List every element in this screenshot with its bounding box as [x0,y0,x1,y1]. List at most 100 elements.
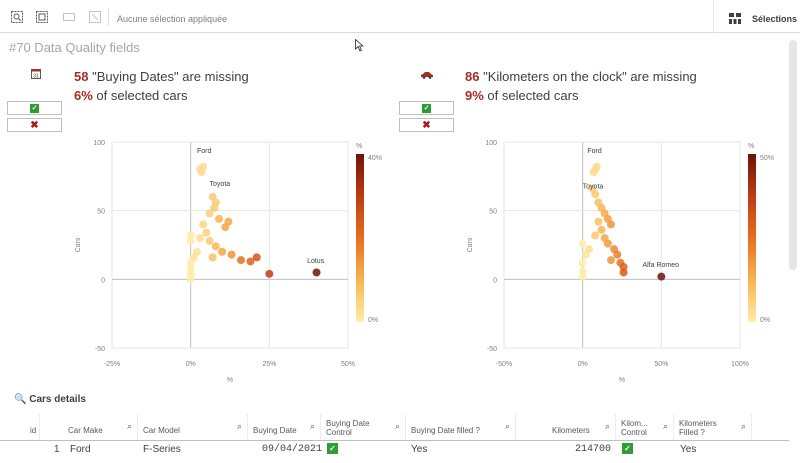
selection-tool-icon[interactable] [33,8,51,26]
color-legend-max: 40% [368,155,382,162]
search-icon[interactable]: ⌕ [504,421,510,431]
x-tick-label: 50% [654,361,668,368]
selections-button[interactable]: Sélections [713,0,800,33]
point-annotation: Toyota [583,184,604,191]
check-icon: ✓ [327,443,338,454]
clear-selections-icon[interactable] [86,8,104,26]
missing-count: 86 [465,69,480,84]
color-legend-min: 0% [368,317,378,324]
data-point [312,268,321,277]
data-point [594,217,603,226]
column-header-car-make[interactable]: Car Make ⌕ [40,414,138,440]
column-header-km-control[interactable]: Kilom... Control ⌕ [616,414,674,440]
missing-filter-button[interactable]: ✖ [7,118,62,132]
cell-buying-date-control[interactable]: ✓ [327,443,338,454]
search-icon[interactable]: ⌕ [394,421,400,431]
search-icon[interactable]: ⌕ [236,421,242,431]
y-tick-label: 50 [489,209,497,216]
data-point [578,258,587,267]
data-point [613,250,622,259]
check-icon: ✓ [30,103,39,113]
cell-buying-date[interactable]: 09/04/2021 [262,444,323,455]
y-tick-label: -50 [95,346,105,353]
column-header-kilometers[interactable]: Kilometers ⌕ [516,414,616,440]
column-label: Kilometers Filled ? [679,419,717,437]
data-point [186,275,195,284]
cell-car-model[interactable]: F-Series [143,444,181,455]
missing-pct-label: of selected cars [483,88,579,103]
cell-km-control[interactable]: ✓ [622,443,633,454]
cell-id[interactable]: 1 [54,444,60,455]
kpi-kilometers: 86 "Kilometers on the clock" are missing… [465,67,697,105]
y-axis-label: Cars [75,237,82,252]
data-point [196,234,205,243]
cell-kilometers[interactable]: 214700 [575,444,612,455]
x-tick-label: 50% [341,361,355,368]
search-icon[interactable]: ⌕ [662,421,668,431]
color-legend-max: 50% [760,155,774,162]
smart-search-icon[interactable] [8,8,26,26]
cars-details-label: Cars details [29,394,86,405]
missing-filter-button[interactable]: ✖ [399,118,454,132]
x-axis-label: % [227,377,233,384]
plot-frame [111,141,349,349]
search-icon[interactable]: ⌕ [126,421,132,431]
data-point [214,214,223,223]
data-point [578,267,587,276]
data-point [578,272,587,281]
color-legend-bar [748,154,756,322]
kilometers-scatter-chart[interactable]: -50% 0% 50% 100% 100 50 0 -50% Cars Ford Toyota Alf… [452,130,788,390]
column-label: Kilom... Control [621,419,648,437]
point-annotation: Lotus [307,258,325,265]
kpi-buying-dates: 58 "Buying Dates" are missing 6% of sele… [74,67,249,105]
x-tick-label: -50% [496,361,512,368]
buying-dates-scatter-chart[interactable]: -25% 0% 25% 50% 100 50 0 -50% Cars Ford Toyota Lotu… [60,130,400,390]
x-tick-label: -25% [104,361,120,368]
data-point [208,253,217,262]
point-annotation: Toyota [210,181,231,188]
y-tick-label: 0 [493,277,497,284]
data-point [186,236,195,245]
search-icon[interactable]: ⌕ [604,421,610,431]
column-header-buying-date-control[interactable]: Buying Date Control ⌕ [321,414,406,440]
color-legend-bar [356,154,364,322]
sheet-title: #70 Data Quality fields [9,40,140,55]
search-icon[interactable]: ⌕ [309,421,315,431]
filled-filter-button[interactable]: ✓ [399,101,454,115]
data-point [205,236,214,245]
column-header-km-filled[interactable]: Kilometers Filled ? ⌕ [674,414,752,440]
y-tick-label: 50 [97,209,105,216]
missing-label: "Kilometers on the clock" are missing [479,69,697,84]
color-legend-min: 0% [760,317,770,324]
check-icon: ✓ [622,443,633,454]
selections-label: Sélections [752,14,798,24]
sheet-scrollbar[interactable] [789,40,797,270]
data-point [265,269,274,278]
missing-pct: 6% [74,88,93,103]
check-icon: ✓ [422,103,431,113]
x-tick-label: 100% [731,361,749,368]
data-point [218,247,227,256]
svg-text:31: 31 [33,74,39,80]
data-point [606,256,615,265]
data-point [578,239,587,248]
column-header-buying-date-filled[interactable]: Buying Date filled ? ⌕ [406,414,516,440]
missing-pct-label: of selected cars [92,88,188,103]
color-legend-title: % [356,143,362,150]
plot-frame [503,141,741,349]
search-icon[interactable]: ⌕ [740,421,746,431]
cell-buying-date-filled[interactable]: Yes [411,444,428,455]
column-header-id[interactable]: id [22,414,40,440]
step-back-icon[interactable] [60,8,78,26]
cell-car-make[interactable]: Ford [70,444,91,455]
data-point [252,253,261,262]
x-tick-label: 0% [578,361,588,368]
data-point [199,220,208,229]
missing-pct: 9% [465,88,484,103]
filled-filter-button[interactable]: ✓ [7,101,62,115]
cell-km-filled[interactable]: Yes [680,444,697,455]
column-header-car-model[interactable]: Car Model ⌕ [138,414,248,440]
column-header-buying-date[interactable]: Buying Date ⌕ [248,414,321,440]
data-point [202,228,211,237]
point-annotation: Ford [587,148,602,155]
